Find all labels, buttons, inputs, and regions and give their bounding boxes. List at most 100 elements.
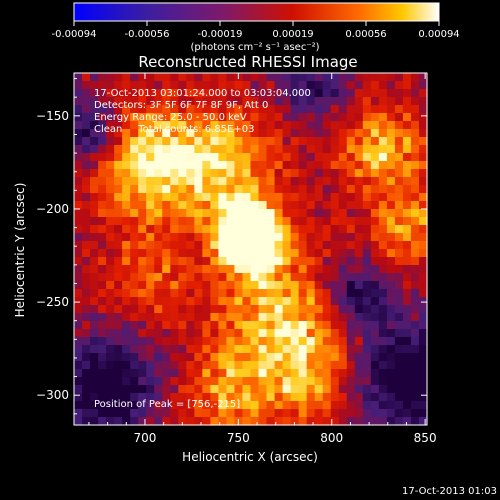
heatmap-cell: [114, 233, 123, 242]
heatmap-cell: [282, 185, 292, 194]
heatmap-cell: [154, 73, 163, 82]
heatmap-cell: [186, 81, 195, 90]
heatmap-cell: [162, 297, 171, 306]
heatmap-cell: [410, 177, 420, 186]
heatmap-cell: [346, 249, 356, 258]
heatmap-cell: [386, 337, 396, 346]
heatmap-cell: [354, 225, 364, 234]
heatmap-cell: [170, 281, 179, 290]
heatmap-cell: [98, 385, 107, 394]
heatmap-cell: [330, 393, 340, 402]
heatmap-cell: [194, 273, 203, 282]
heatmap-cell: [266, 201, 276, 210]
heatmap-cell: [402, 185, 412, 194]
heatmap-cell: [266, 105, 276, 114]
heatmap-cell: [186, 305, 195, 314]
heatmap-cell: [338, 385, 348, 394]
heatmap-cell: [210, 169, 220, 178]
heatmap-cell: [346, 137, 356, 146]
heatmap-cell: [378, 297, 388, 306]
heatmap-cell: [106, 361, 115, 370]
heatmap-cell: [362, 145, 372, 154]
heatmap-cell: [282, 249, 292, 258]
heatmap-cell: [114, 249, 123, 258]
heatmap-cell: [202, 377, 211, 386]
heatmap-cell: [226, 385, 236, 394]
heatmap-cell: [274, 145, 284, 154]
heatmap-cell: [346, 273, 356, 282]
heatmap-cell: [98, 289, 107, 298]
heatmap-cell: [346, 281, 356, 290]
heatmap-cell: [394, 193, 404, 202]
heatmap-cell: [346, 153, 356, 162]
heatmap-cell: [402, 209, 412, 218]
heatmap-cell: [90, 113, 99, 122]
heatmap-cell: [418, 97, 428, 106]
heatmap-cell: [82, 89, 91, 98]
heatmap-cell: [82, 257, 91, 266]
heatmap-cell: [378, 201, 388, 210]
heatmap-cell: [194, 345, 203, 354]
heatmap-cell: [282, 353, 292, 362]
heatmap-cell: [314, 169, 324, 178]
heatmap-cell: [386, 233, 396, 242]
heatmap-cell: [146, 361, 155, 370]
heatmap-cell: [98, 169, 107, 178]
heatmap-cell: [274, 193, 284, 202]
heatmap-cell: [306, 193, 316, 202]
heatmap-cell: [178, 193, 187, 202]
heatmap-cell: [130, 209, 139, 218]
heatmap-cell: [170, 153, 179, 162]
heatmap-cell: [322, 361, 332, 370]
heatmap-cell: [210, 289, 220, 298]
heatmap-cell: [242, 105, 252, 114]
heatmap-cell: [282, 337, 292, 346]
heatmap-cell: [226, 121, 236, 130]
heatmap-cell: [290, 185, 300, 194]
heatmap-cell: [218, 409, 228, 418]
heatmap-cell: [114, 369, 123, 378]
heatmap-cell: [250, 361, 260, 370]
heatmap-cell: [178, 169, 187, 178]
heatmap-cell: [74, 393, 83, 402]
heatmap-cell: [378, 81, 388, 90]
heatmap-cell: [90, 337, 99, 346]
heatmap-cell: [386, 145, 396, 154]
heatmap-cell: [234, 217, 244, 226]
heatmap-cell: [258, 225, 268, 234]
heatmap-cell: [338, 241, 348, 250]
heatmap-cell: [362, 81, 372, 90]
heatmap-cell: [186, 273, 195, 282]
heatmap-cell: [138, 113, 147, 122]
heatmap-cell: [170, 89, 179, 98]
heatmap-cell: [90, 297, 99, 306]
heatmap-cell: [394, 89, 404, 98]
heatmap-cell: [146, 201, 155, 210]
heatmap-cell: [306, 281, 316, 290]
heatmap-cell: [410, 273, 420, 282]
heatmap-cell: [162, 241, 171, 250]
heatmap-cell: [282, 161, 292, 170]
heatmap-cell: [258, 161, 268, 170]
heatmap-cell: [282, 289, 292, 298]
heatmap-cell: [162, 209, 171, 218]
heatmap-cell: [170, 329, 179, 338]
heatmap-cell: [146, 161, 155, 170]
heatmap-cell: [322, 145, 332, 154]
heatmap-cell: [90, 361, 99, 370]
heatmap-cell: [138, 281, 147, 290]
heatmap-cell: [410, 113, 420, 122]
heatmap-cell: [178, 417, 187, 426]
heatmap-cell: [226, 217, 236, 226]
heatmap-cell: [130, 297, 139, 306]
heatmap-cell: [218, 377, 228, 386]
heatmap-cell: [202, 369, 211, 378]
heatmap-cell: [378, 161, 388, 170]
heatmap-cell: [298, 329, 308, 338]
heatmap-cell: [290, 201, 300, 210]
heatmap-cell: [210, 353, 220, 362]
heatmap-cell: [314, 81, 324, 90]
heatmap-cell: [178, 145, 187, 154]
heatmap-cell: [74, 233, 83, 242]
heatmap-cell: [130, 281, 139, 290]
